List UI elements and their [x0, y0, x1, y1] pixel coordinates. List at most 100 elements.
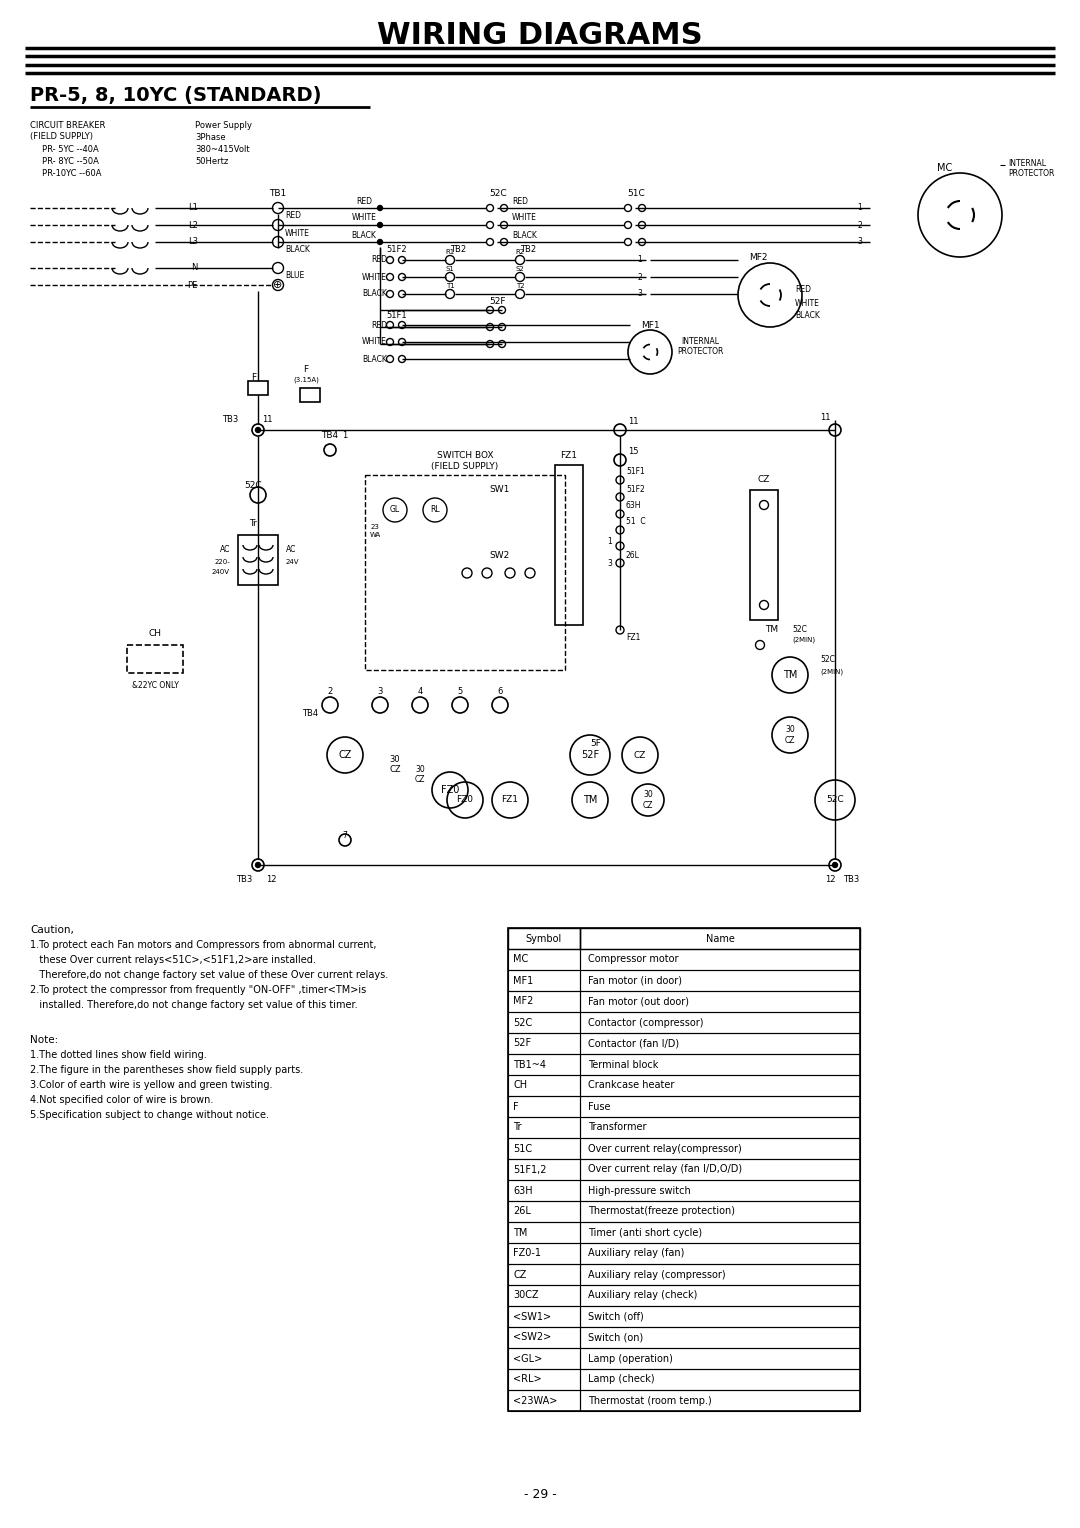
Text: Lamp (check): Lamp (check) — [588, 1375, 654, 1384]
Text: 52C: 52C — [489, 188, 507, 197]
Text: 5F: 5F — [591, 738, 602, 747]
Text: Tr: Tr — [513, 1123, 522, 1132]
Text: TB3: TB3 — [221, 416, 238, 425]
Text: RL: RL — [430, 506, 440, 515]
Text: 1.To protect each Fan motors and Compressors from abnormal current,: 1.To protect each Fan motors and Compres… — [30, 940, 377, 950]
Text: FZ1: FZ1 — [501, 796, 518, 805]
Bar — [580, 1285, 860, 1306]
Text: Crankcase heater: Crankcase heater — [588, 1080, 674, 1091]
Text: GL: GL — [390, 506, 400, 515]
Text: WHITE: WHITE — [362, 338, 387, 347]
Text: WHITE: WHITE — [795, 298, 820, 307]
Text: RED: RED — [356, 197, 372, 205]
Text: 2.The figure in the parentheses show field supply parts.: 2.The figure in the parentheses show fie… — [30, 1065, 303, 1076]
Text: RED: RED — [372, 255, 387, 264]
Text: Contactor (fan I/D): Contactor (fan I/D) — [588, 1039, 679, 1048]
Bar — [508, 1160, 580, 1180]
Text: PR-10YC --60A: PR-10YC --60A — [42, 168, 102, 177]
Text: 52F: 52F — [581, 750, 599, 759]
Bar — [580, 1348, 860, 1369]
Text: <23WA>: <23WA> — [513, 1395, 557, 1406]
Text: 51F2: 51F2 — [387, 246, 407, 255]
Circle shape — [256, 862, 260, 868]
Bar — [508, 1096, 580, 1117]
Bar — [580, 1369, 860, 1390]
Text: 3: 3 — [607, 559, 612, 567]
Bar — [580, 1138, 860, 1160]
Bar — [508, 1117, 580, 1138]
Circle shape — [833, 862, 837, 868]
Text: <SW1>: <SW1> — [513, 1311, 551, 1322]
Text: Contactor (compressor): Contactor (compressor) — [588, 1018, 703, 1027]
Bar — [238, 535, 278, 585]
Text: 4.Not specified color of wire is brown.: 4.Not specified color of wire is brown. — [30, 1096, 214, 1105]
Text: MF2: MF2 — [513, 996, 534, 1007]
Bar — [248, 380, 268, 396]
Text: SW2: SW2 — [490, 550, 510, 559]
Text: CZ: CZ — [758, 475, 770, 484]
Text: Over current relay (fan I/D,O/D): Over current relay (fan I/D,O/D) — [588, 1164, 742, 1175]
Text: <RL>: <RL> — [513, 1375, 542, 1384]
Text: 15: 15 — [627, 448, 638, 457]
Text: BLACK: BLACK — [362, 289, 387, 298]
Text: T1: T1 — [446, 283, 455, 289]
Bar — [580, 1076, 860, 1096]
Text: L1: L1 — [188, 203, 198, 212]
Text: 11: 11 — [627, 417, 638, 426]
Text: 2: 2 — [858, 220, 862, 229]
Text: WHITE: WHITE — [512, 214, 537, 223]
Bar — [580, 970, 860, 992]
Text: Fuse: Fuse — [588, 1102, 610, 1111]
Text: TB1~4: TB1~4 — [513, 1059, 546, 1070]
Bar — [508, 927, 580, 949]
Bar — [508, 1054, 580, 1076]
Text: 51F1: 51F1 — [387, 310, 407, 319]
Text: 52F: 52F — [489, 298, 507, 307]
Text: (FIELD SUPPLY): (FIELD SUPPLY) — [30, 133, 93, 142]
Bar — [508, 1033, 580, 1054]
Bar — [508, 1201, 580, 1222]
Text: TM: TM — [783, 669, 797, 680]
Text: CZ: CZ — [389, 766, 401, 775]
Bar — [508, 1348, 580, 1369]
Bar — [508, 1285, 580, 1306]
Text: 3Phase: 3Phase — [195, 133, 226, 142]
Circle shape — [378, 223, 382, 228]
Text: BLACK: BLACK — [795, 312, 820, 321]
Text: - 29 -: - 29 - — [524, 1488, 556, 1502]
Text: TM: TM — [583, 795, 597, 805]
Text: 380~415Volt: 380~415Volt — [195, 145, 249, 153]
Bar — [365, 475, 565, 669]
Text: CZ: CZ — [513, 1270, 526, 1279]
Text: 2: 2 — [637, 272, 642, 281]
Text: Symbol: Symbol — [526, 934, 562, 943]
Text: TB3: TB3 — [237, 874, 253, 883]
Text: BLACK: BLACK — [285, 246, 310, 255]
Text: (2MIN): (2MIN) — [820, 669, 843, 675]
Text: 63H: 63H — [626, 501, 642, 510]
Circle shape — [256, 428, 260, 432]
Text: INTERNAL: INTERNAL — [1008, 159, 1047, 168]
Bar — [508, 1369, 580, 1390]
Text: Power Supply: Power Supply — [195, 121, 252, 130]
Text: 6: 6 — [497, 686, 502, 695]
Text: CZ: CZ — [415, 776, 426, 784]
Text: 5: 5 — [457, 686, 462, 695]
Text: T2: T2 — [515, 283, 524, 289]
Bar — [508, 1222, 580, 1242]
Bar — [580, 1033, 860, 1054]
Text: 50Hertz: 50Hertz — [195, 156, 228, 165]
Text: 52C: 52C — [244, 480, 261, 489]
Text: Name: Name — [705, 934, 734, 943]
Text: (2MIN): (2MIN) — [792, 637, 815, 643]
Bar — [580, 1390, 860, 1410]
Text: FZ0: FZ0 — [441, 785, 459, 795]
Text: 52C: 52C — [792, 625, 807, 634]
Bar — [555, 465, 583, 625]
Text: (3.15A): (3.15A) — [293, 377, 319, 384]
Text: 1: 1 — [637, 255, 642, 264]
Text: 52C: 52C — [513, 1018, 532, 1027]
Text: CH: CH — [513, 1080, 527, 1091]
Bar — [580, 1054, 860, 1076]
Text: 24V: 24V — [286, 559, 299, 565]
